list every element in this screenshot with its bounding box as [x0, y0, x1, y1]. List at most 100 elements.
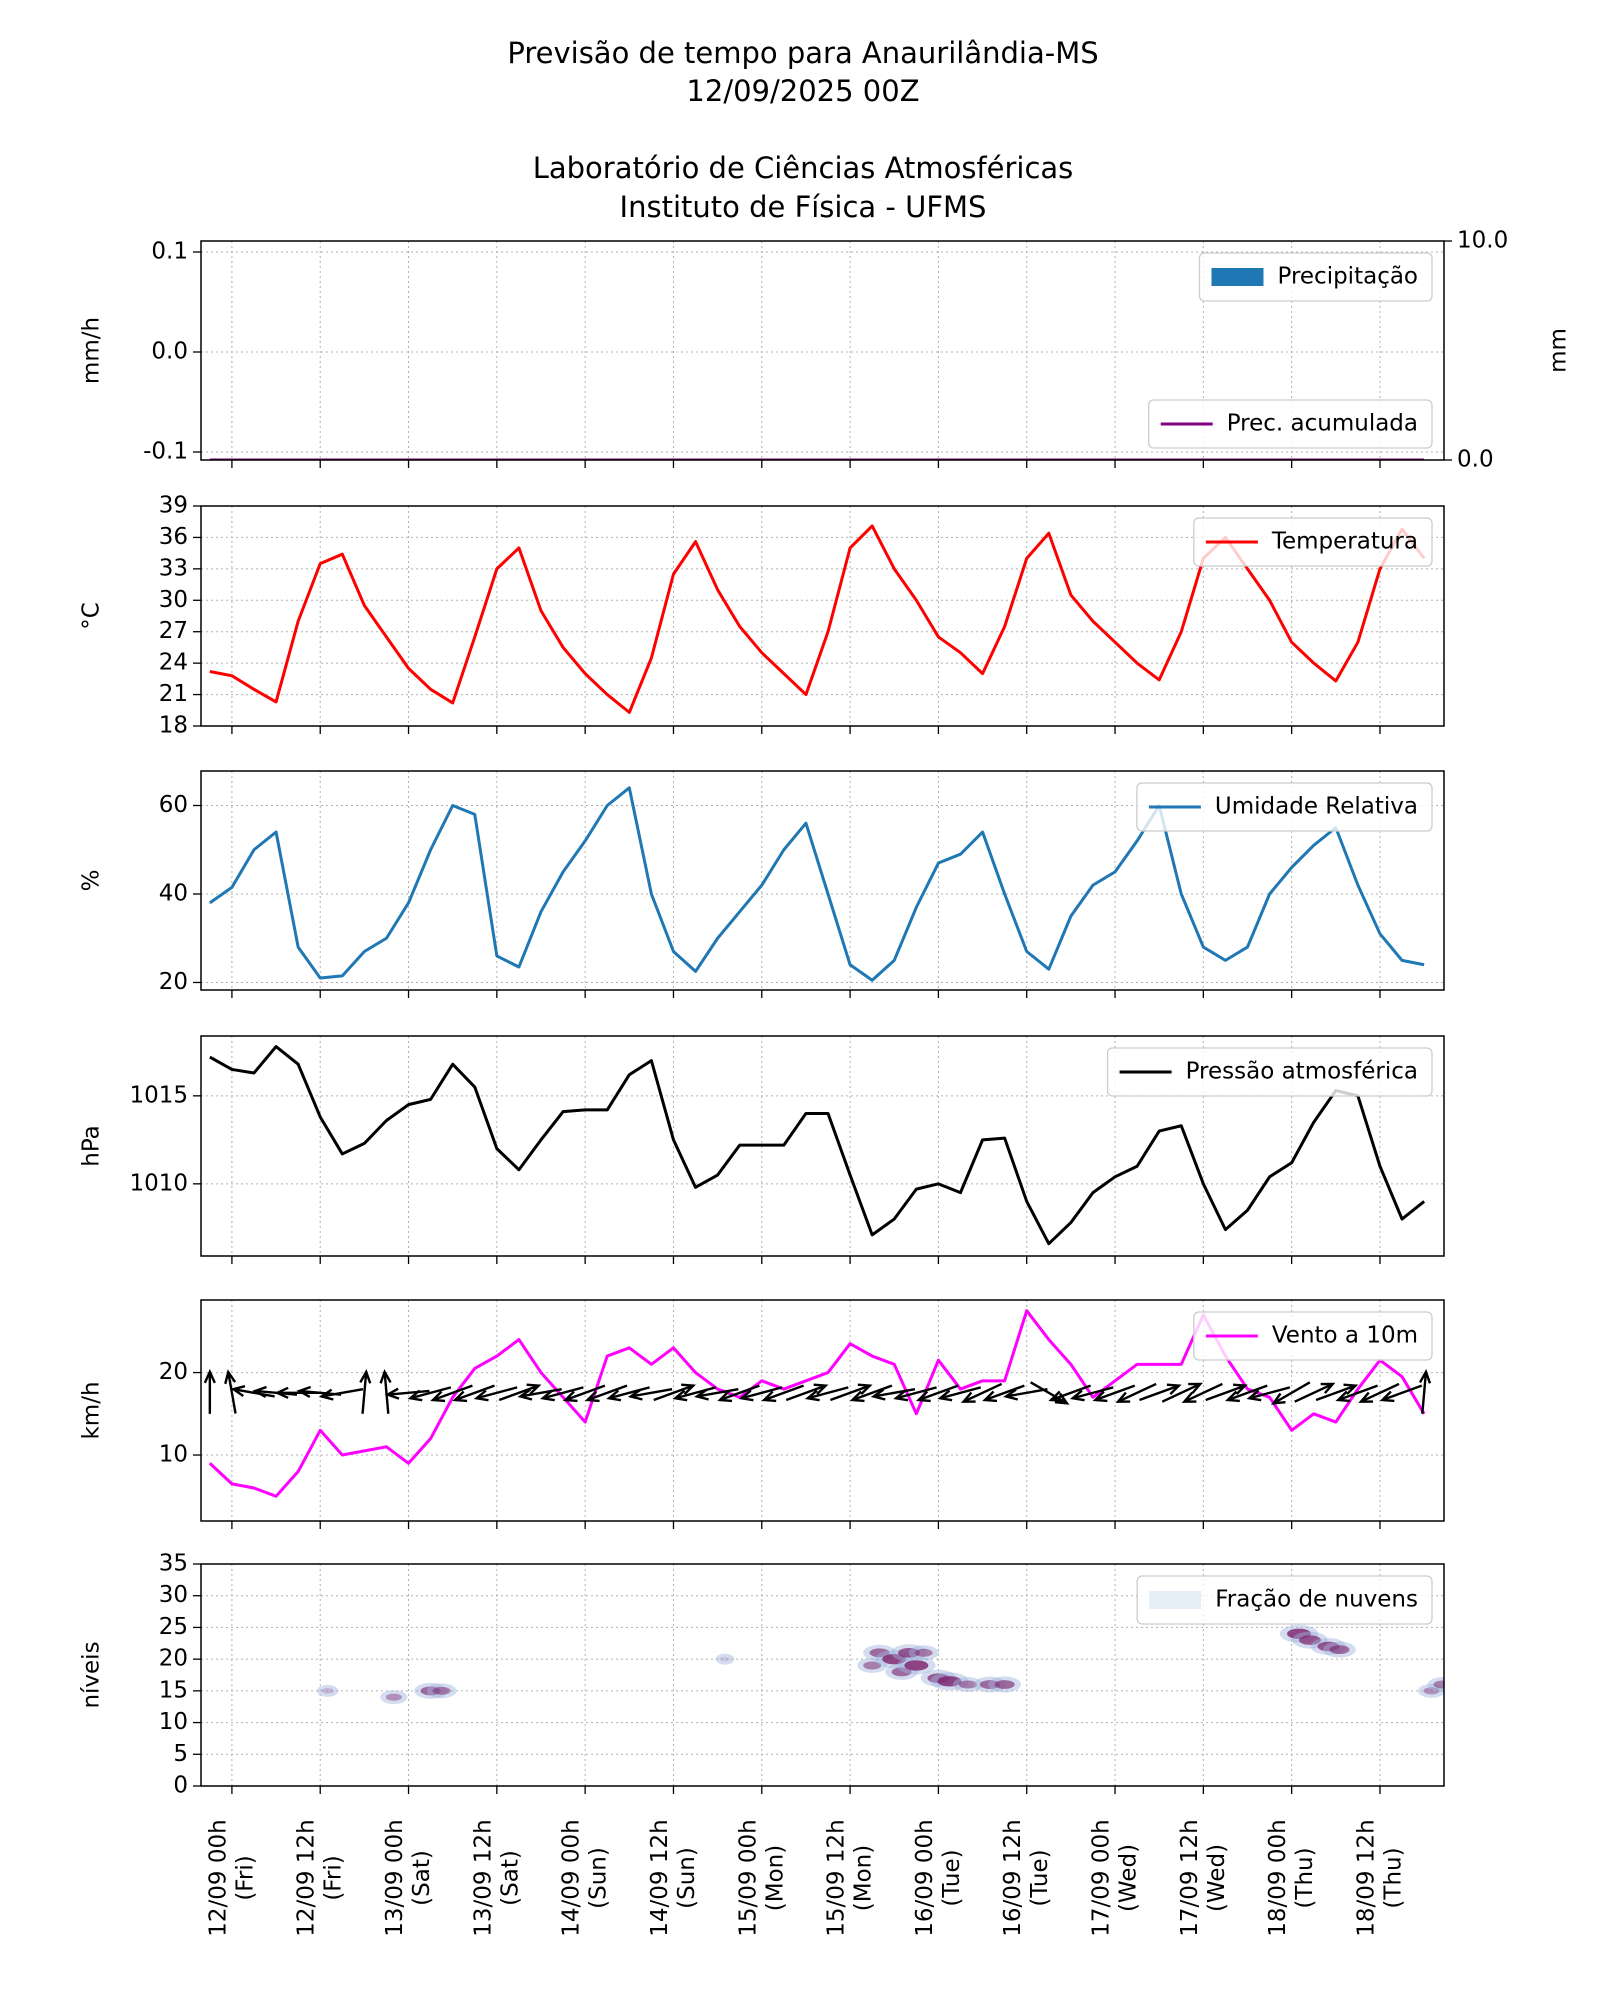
- legend-label: Pressão atmosférica: [1186, 1059, 1418, 1085]
- cloud-cell: [1433, 1680, 1444, 1689]
- axes-frame: [200, 240, 1445, 461]
- y-axis-label: níveis: [79, 1641, 105, 1708]
- cloud-cell: [904, 1660, 929, 1671]
- wind-arrow: [1161, 1382, 1203, 1403]
- y-axis-label: hPa: [79, 1125, 105, 1167]
- y2-tick-label: 10.0: [1457, 228, 1508, 254]
- chart-title: Previsão de tempo para Anaurilândia-MS: [507, 36, 1098, 70]
- y-tick-label: 21: [159, 681, 188, 707]
- y-tick-label: 20: [159, 1359, 188, 1385]
- x-tick-label: 13/09 00h(Sat): [382, 1819, 435, 1936]
- x-tick-label-line: 16/09 00h: [911, 1819, 937, 1936]
- x-tick-label-line: 12/09 12h: [293, 1819, 319, 1936]
- y-tick-label: 0: [173, 1773, 188, 1799]
- wind-arrow: [694, 1387, 739, 1401]
- legend-label: Fração de nuvens: [1215, 1587, 1418, 1613]
- axes-frame: [200, 1035, 1445, 1257]
- cloud-cell: [994, 1680, 1015, 1689]
- x-tick-label: 15/09 12h(Mon): [823, 1819, 876, 1936]
- wind-arrow: [1358, 1382, 1400, 1403]
- y-tick-label: 20: [159, 969, 188, 995]
- plot-area: [209, 1045, 1426, 1246]
- x-tick-label-line: 12/09 00h: [205, 1819, 231, 1936]
- wind-arrow: [318, 1387, 364, 1401]
- wind-arrow: [1115, 1382, 1157, 1403]
- wind-arrow: [1048, 1384, 1092, 1403]
- y-tick-label: 10: [159, 1442, 188, 1468]
- wind-arrow: [539, 1386, 584, 1402]
- y-tick-label: 10: [159, 1709, 188, 1735]
- y-tick-label: 40: [159, 880, 188, 906]
- x-tick-label: 12/09 00h(Fri): [205, 1819, 258, 1936]
- y-tick-label: 0.1: [151, 239, 188, 265]
- legend-box: [1193, 517, 1433, 567]
- wind-arrow: [1139, 1383, 1182, 1402]
- legend-handle: [1211, 268, 1264, 286]
- wind-arrow: [203, 1368, 216, 1414]
- department: Instituto de Física - UFMS: [620, 190, 987, 224]
- x-tick-label: 18/09 12h(Thu): [1353, 1819, 1406, 1936]
- x-tick-label-line: (Sat): [497, 1850, 523, 1906]
- legend-box: [1136, 1575, 1433, 1625]
- cloud-cell: [869, 1648, 890, 1658]
- wind-arrow: [870, 1387, 916, 1401]
- plot-area: [208, 786, 1425, 982]
- cloud-cell: [1423, 1687, 1440, 1695]
- y-tick-label: 20: [159, 1646, 188, 1672]
- institution: Laboratório de Ciências Atmosféricas: [533, 151, 1074, 185]
- x-tick-label-line: 17/09 00h: [1088, 1819, 1114, 1936]
- wind-arrow: [849, 1384, 893, 1403]
- y-axis-label: °C: [79, 602, 105, 630]
- wind-arrow: [1003, 1387, 1048, 1401]
- cloud-cell: [958, 1680, 977, 1689]
- wind-arrow: [379, 1369, 392, 1414]
- x-tick-label-line: (Fri): [320, 1855, 346, 1900]
- wind-arrow: [915, 1384, 959, 1403]
- wind-arrow: [960, 1382, 1003, 1403]
- wind-arrow: [785, 1383, 829, 1402]
- y-tick-label: 25: [159, 1614, 188, 1640]
- y-tick-label: 24: [159, 650, 188, 676]
- cloud-cell: [1329, 1645, 1350, 1655]
- x-tick-label: 14/09 12h(Sun): [646, 1819, 699, 1936]
- x-tick-label-line: (Mon): [762, 1845, 788, 1911]
- wind-arrow: [230, 1384, 275, 1398]
- x-tick-label-line: (Wed): [1203, 1844, 1229, 1912]
- y-tick-label: 27: [159, 618, 188, 644]
- x-tick-label-line: 17/09 12h: [1176, 1819, 1202, 1936]
- x-tick-label: 12/09 12h(Fri): [293, 1819, 346, 1936]
- wind-arrow: [1225, 1384, 1268, 1403]
- legend-box: [1148, 399, 1433, 449]
- cloud-cell: [863, 1661, 882, 1670]
- cloud-halo: [715, 1653, 735, 1665]
- legend-label: Temperatura: [1271, 529, 1418, 555]
- legend-label: Prec. acumulada: [1227, 411, 1418, 437]
- cloud-halo: [316, 1684, 339, 1697]
- y-tick-label: 1010: [129, 1170, 188, 1196]
- cloud-cell: [914, 1648, 933, 1657]
- wind-arrow: [982, 1384, 1025, 1403]
- y-tick-label: 35: [159, 1551, 188, 1577]
- y-tick-label: 18: [159, 713, 188, 739]
- x-tick-label: 16/09 00h(Tue): [911, 1819, 964, 1936]
- x-tick-label-line: (Sun): [673, 1847, 699, 1909]
- wind-arrow: [1294, 1382, 1336, 1403]
- cloud-cell: [321, 1688, 334, 1694]
- cloud-halo: [380, 1690, 408, 1705]
- legend-box: [1136, 782, 1433, 832]
- wind-arrow: [430, 1384, 473, 1403]
- wind-arrow: [717, 1384, 760, 1403]
- cloud-cell: [937, 1676, 962, 1687]
- wind-arrow: [738, 1386, 783, 1402]
- wind-arrow: [1418, 1369, 1432, 1414]
- wind-arrow: [584, 1384, 628, 1403]
- cloud-cell: [891, 1667, 912, 1677]
- wind-arrow: [1092, 1384, 1136, 1403]
- wind-arrow: [359, 1369, 372, 1414]
- wind-arrow: [1335, 1384, 1379, 1403]
- x-tick-label-line: 14/09 12h: [646, 1819, 672, 1936]
- x-tick-label-line: (Sat): [409, 1850, 435, 1906]
- axes-frame: [200, 770, 1445, 991]
